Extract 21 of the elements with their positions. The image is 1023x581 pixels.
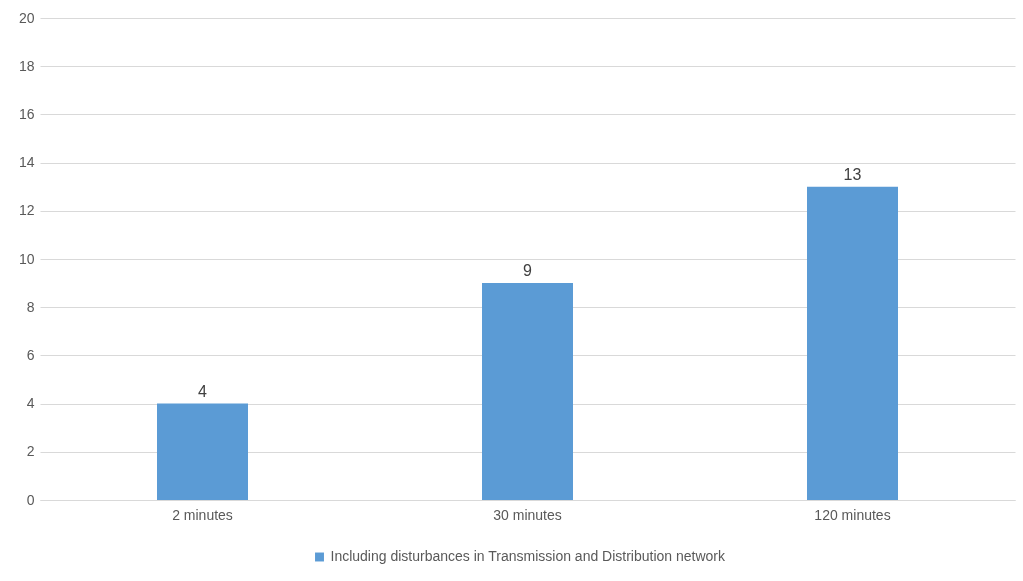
y-tick-label: 12 [18, 202, 35, 219]
data-label: 4 [198, 382, 208, 400]
y-tick-label: 8 [26, 298, 35, 315]
y-tick-label: 18 [18, 57, 35, 74]
y-tick-label: 10 [18, 250, 35, 267]
y-tick-label: 20 [18, 9, 35, 26]
y-tick-label: 6 [26, 346, 35, 363]
data-label: 9 [523, 262, 533, 280]
data-label: 13 [843, 165, 862, 183]
bar [482, 283, 573, 500]
y-tick-label: 16 [18, 105, 35, 122]
x-tick-label: 2 minutes [172, 506, 233, 523]
x-tick-label: 30 minutes [493, 506, 562, 523]
y-tick-label: 4 [26, 395, 35, 412]
bar [157, 403, 248, 500]
y-tick-label: 14 [18, 154, 35, 171]
y-tick-label: 2 [26, 443, 35, 460]
y-tick-label: 0 [26, 491, 35, 508]
bar [807, 186, 898, 500]
legend-label: Including disturbances in Transmission and Distribution network [330, 548, 727, 564]
x-tick-label: 120 minutes [814, 506, 891, 523]
